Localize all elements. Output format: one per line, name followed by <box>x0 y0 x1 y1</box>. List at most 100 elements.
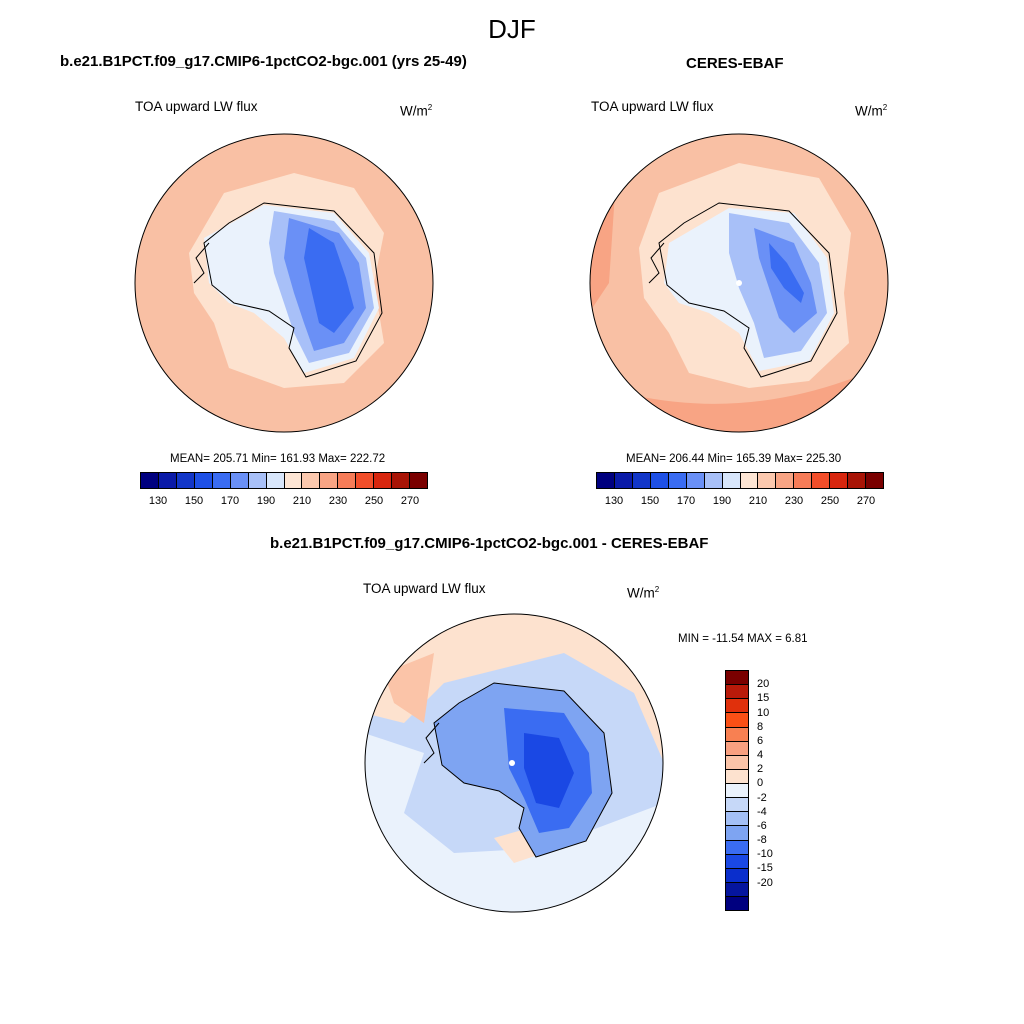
colorbar-swatch <box>392 473 411 488</box>
colorbar-swatch <box>704 473 723 488</box>
diff-variable-label: TOA upward LW flux <box>363 581 486 596</box>
colorbar-swatch <box>176 473 195 488</box>
colorbar-tick-label: 0 <box>757 777 764 790</box>
colorbar-swatch <box>194 473 213 488</box>
model-panel-title: b.e21.B1PCT.f09_g17.CMIP6-1pctCO2-bgc.00… <box>60 53 467 70</box>
model-stats: MEAN= 205.71 Min= 161.93 Max= 222.72 <box>170 453 386 465</box>
model-colorbar <box>140 472 428 489</box>
colorbar-swatch <box>614 473 633 488</box>
diff-polar-map <box>364 613 664 913</box>
colorbar-swatch <box>248 473 267 488</box>
diff-field-2 <box>365 614 663 763</box>
colorbar-swatch <box>866 473 883 488</box>
colorbar-tick-label: 250 <box>364 495 384 507</box>
colorbar-tick-label: 210 <box>748 495 768 507</box>
colorbar-swatch <box>726 854 748 869</box>
colorbar-tick-label: -8 <box>757 834 767 847</box>
colorbar-swatch <box>726 826 748 841</box>
colorbar-swatch <box>726 755 748 770</box>
colorbar-swatch <box>320 473 339 488</box>
colorbar-tick-label: 230 <box>784 495 804 507</box>
model-colorbar-labels: 130 150 170 190 210 230 250 270 <box>140 495 428 509</box>
diff-field-0 <box>365 733 663 912</box>
colorbar-tick-label: -6 <box>757 819 767 832</box>
colorbar-swatch <box>794 473 813 488</box>
diff-coastline <box>433 682 613 858</box>
colorbar-swatch <box>776 473 795 488</box>
colorbar-swatch <box>597 473 615 488</box>
colorbar-tick-label: 4 <box>757 749 764 762</box>
model-polar-map <box>134 133 434 433</box>
diff-field-minus10 <box>524 733 574 808</box>
colorbar-swatch <box>284 473 303 488</box>
model-coastline <box>203 202 383 378</box>
colorbar-tick-label: 210 <box>292 495 312 507</box>
colorbar-swatch <box>726 685 748 700</box>
colorbar-tick-label: -2 <box>757 791 767 804</box>
obs-variable-label: TOA upward LW flux <box>591 99 714 114</box>
colorbar-swatch <box>726 812 748 827</box>
model-units-label: W/m2 <box>400 103 433 119</box>
colorbar-tick-label: 15 <box>757 692 770 705</box>
colorbar-swatch <box>726 868 748 883</box>
colorbar-swatch <box>726 840 748 855</box>
colorbar-swatch <box>356 473 375 488</box>
colorbar-tick-label: 190 <box>256 495 276 507</box>
colorbar-tick-label: 270 <box>400 495 420 507</box>
model-variable-label: TOA upward LW flux <box>135 99 258 114</box>
colorbar-swatch <box>668 473 687 488</box>
colorbar-swatch <box>726 671 748 686</box>
obs-stats: MEAN= 206.44 Min= 165.39 Max= 225.30 <box>626 453 842 465</box>
colorbar-swatch <box>141 473 159 488</box>
colorbar-swatch <box>726 699 748 714</box>
colorbar-swatch <box>650 473 669 488</box>
obs-contour-170 <box>769 243 804 303</box>
colorbar-tick-label: 150 <box>184 495 204 507</box>
obs-colorbar-labels: 130 150 170 190 210 230 250 270 <box>596 495 884 509</box>
model-map-border <box>134 133 434 433</box>
colorbar-tick-label: 170 <box>220 495 240 507</box>
colorbar-tick-label: -15 <box>757 862 773 875</box>
model-peninsula <box>193 242 210 284</box>
colorbar-swatch <box>726 798 748 813</box>
diff-units-label: W/m2 <box>627 585 660 601</box>
obs-pole-marker <box>736 280 742 286</box>
colorbar-tick-label: 6 <box>757 734 764 747</box>
colorbar-swatch <box>726 713 748 728</box>
colorbar-swatch <box>410 473 427 488</box>
colorbar-swatch <box>726 727 748 742</box>
colorbar-swatch <box>726 882 748 897</box>
colorbar-swatch <box>302 473 321 488</box>
diff-panel-title: b.e21.B1PCT.f09_g17.CMIP6-1pctCO2-bgc.00… <box>270 535 709 552</box>
colorbar-swatch <box>758 473 777 488</box>
obs-peninsula <box>648 242 665 284</box>
colorbar-tick-label: 130 <box>604 495 624 507</box>
colorbar-swatch <box>722 473 741 488</box>
colorbar-swatch <box>632 473 651 488</box>
model-contour-170 <box>304 228 354 333</box>
page-title: DJF <box>488 14 536 44</box>
colorbar-swatch <box>266 473 285 488</box>
obs-units-label: W/m2 <box>855 103 888 119</box>
colorbar-tick-label: 130 <box>148 495 168 507</box>
diff-peninsula <box>423 722 440 764</box>
obs-panel-title: CERES-EBAF <box>686 55 784 72</box>
diff-colorbar-labels: 20 15 10 8 6 4 2 0 -2 -4 -6 -8 -10 -15 -20 <box>757 670 797 911</box>
colorbar-tick-label: 230 <box>328 495 348 507</box>
colorbar-tick-label: 20 <box>757 678 770 691</box>
colorbar-swatch <box>158 473 177 488</box>
colorbar-tick-label: 8 <box>757 720 764 733</box>
obs-colorbar <box>596 472 884 489</box>
obs-coastline <box>658 202 838 378</box>
colorbar-swatch <box>230 473 249 488</box>
colorbar-swatch <box>726 897 748 911</box>
colorbar-tick-label: 250 <box>820 495 840 507</box>
colorbar-swatch <box>848 473 867 488</box>
diff-colorbar <box>725 670 749 911</box>
colorbar-swatch <box>212 473 231 488</box>
colorbar-tick-label: 190 <box>712 495 732 507</box>
colorbar-swatch <box>686 473 705 488</box>
colorbar-swatch <box>812 473 831 488</box>
colorbar-swatch <box>726 784 748 799</box>
diff-pole-marker <box>509 760 515 766</box>
